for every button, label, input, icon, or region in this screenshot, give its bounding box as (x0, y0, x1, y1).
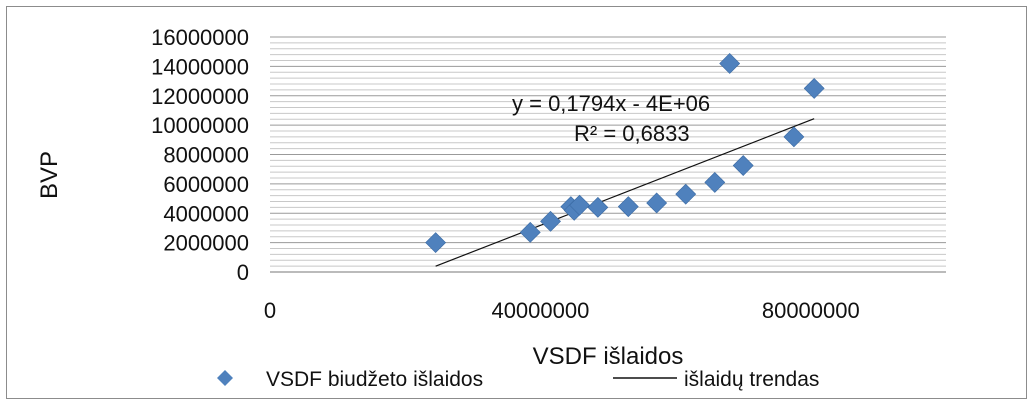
data-point (646, 192, 668, 214)
y-axis-title: BVP (36, 151, 63, 199)
y-tick-label: 0 (237, 260, 249, 285)
legend: VSDF biudžeto išlaidos išlaidų trendas (217, 368, 819, 391)
data-point (675, 183, 697, 205)
data-point (519, 221, 541, 243)
gridlines (270, 36, 946, 273)
chart-area (6, 6, 1027, 399)
data-point (425, 232, 447, 254)
trend-equation: y = 0,1794x - 4E+06 (512, 91, 710, 116)
data-point (540, 210, 561, 232)
data-point (783, 126, 805, 148)
y-tick-label: 14000000 (151, 54, 249, 79)
r-squared-label: R² = 0,6833 (574, 121, 690, 146)
y-tick-label: 10000000 (151, 113, 249, 138)
y-tick-label: 8000000 (163, 143, 249, 168)
x-tick-label: 40000000 (491, 298, 589, 323)
x-axis-ticks: 0 40000000 80000000 (264, 298, 860, 323)
data-point (587, 196, 609, 218)
x-tick-label: 0 (264, 298, 276, 323)
y-tick-label: 12000000 (151, 84, 249, 109)
x-tick-label: 80000000 (762, 298, 860, 323)
data-point (803, 77, 825, 99)
legend-label-trend: išlaidų trendas (684, 368, 819, 391)
data-point (732, 155, 754, 176)
data-point (569, 194, 591, 216)
legend-label-scatter: VSDF biudžeto išlaidos (266, 368, 483, 391)
trend-line (435, 118, 815, 267)
data-point (704, 171, 726, 193)
data-points (425, 53, 825, 254)
y-tick-label: 16000000 (151, 25, 249, 50)
y-tick-label: 6000000 (163, 172, 249, 197)
data-point (617, 196, 639, 218)
trend-line-group (435, 118, 815, 267)
x-axis-title: VSDF išlaidos (533, 343, 684, 370)
data-point (719, 53, 741, 74)
y-tick-label: 2000000 (163, 231, 249, 256)
y-tick-label: 4000000 (163, 201, 249, 226)
legend-marker-diamond (217, 370, 233, 386)
y-axis-ticks: 0 2000000 4000000 6000000 8000000 10000000 120… (151, 25, 249, 285)
